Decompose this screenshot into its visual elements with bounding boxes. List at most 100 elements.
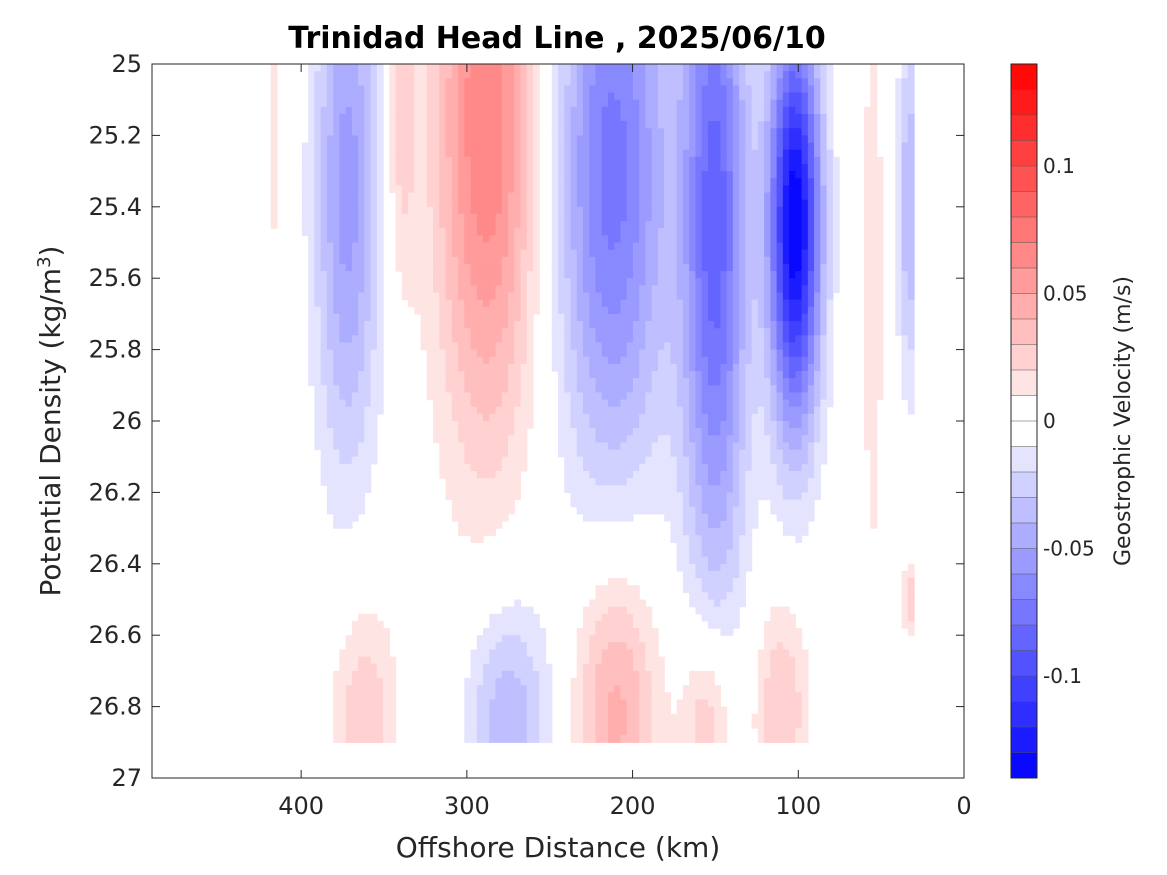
contour-cell	[358, 685, 365, 693]
contour-cell	[439, 71, 447, 79]
contour-cell	[639, 228, 647, 236]
contour-cell	[464, 706, 472, 715]
contour-cell	[445, 356, 453, 365]
contour-cell	[714, 71, 721, 79]
contour-cell	[689, 442, 697, 451]
contour-cell	[558, 349, 565, 358]
contour-cell	[270, 206, 278, 215]
contour-cell	[626, 663, 634, 672]
contour-cell	[351, 299, 359, 308]
contour-cell	[520, 313, 528, 322]
contour-cell	[639, 328, 647, 336]
contour-cell	[520, 392, 528, 401]
contour-cell	[495, 306, 503, 315]
contour-cell	[426, 392, 434, 401]
contour-cell	[645, 670, 653, 679]
contour-cell	[726, 349, 734, 358]
contour-cell	[351, 99, 359, 108]
contour-cell	[308, 149, 315, 158]
contour-cell	[639, 235, 647, 244]
contour-cell	[607, 699, 615, 708]
contour-cell	[351, 692, 359, 701]
contour-cell	[326, 128, 334, 136]
contour-cell	[689, 413, 697, 422]
contour-cell	[476, 306, 484, 315]
contour-cell	[395, 242, 403, 251]
contour-cell	[426, 149, 434, 158]
contour-cell	[520, 728, 528, 736]
contour-cell	[614, 235, 622, 244]
contour-cell	[376, 178, 384, 186]
contour-cell	[639, 499, 647, 508]
contour-cell	[433, 428, 440, 436]
contour-cell	[651, 371, 659, 379]
contour-cell	[345, 435, 353, 444]
contour-cell	[395, 128, 403, 136]
contour-cell	[732, 456, 740, 465]
contour-cell	[376, 235, 384, 244]
contour-cell	[745, 399, 753, 408]
contour-cell	[645, 678, 653, 686]
contour-cell	[339, 371, 347, 379]
contour-cell	[564, 306, 572, 315]
contour-cell	[433, 292, 440, 301]
contour-cell	[495, 92, 503, 101]
contour-cell	[626, 478, 634, 486]
contour-cell	[470, 520, 478, 529]
contour-cell	[376, 242, 384, 251]
contour-cell	[501, 213, 509, 222]
contour-cell	[682, 421, 690, 429]
contour-cell	[720, 235, 728, 244]
contour-cell	[451, 349, 459, 358]
contour-cell	[607, 385, 615, 394]
contour-cell	[358, 463, 365, 472]
contour-cell	[526, 728, 534, 736]
contour-cell	[726, 570, 734, 579]
contour-cell	[495, 64, 503, 72]
contour-cell	[345, 328, 353, 336]
contour-cell	[639, 156, 647, 165]
contour-cell	[501, 178, 509, 186]
contour-cell	[732, 64, 740, 72]
contour-cell	[701, 563, 709, 572]
contour-cell	[314, 285, 322, 294]
contour-cell	[445, 328, 453, 336]
contour-cell	[645, 485, 653, 493]
contour-cell	[320, 142, 328, 151]
contour-cell	[558, 99, 565, 108]
contour-cell	[664, 713, 672, 722]
contour-cell	[345, 106, 353, 115]
contour-cell	[676, 228, 684, 236]
contour-cell	[670, 413, 678, 422]
contour-cell	[270, 121, 278, 129]
contour-cell	[589, 735, 597, 743]
contour-cell	[589, 185, 597, 194]
contour-cell	[458, 428, 465, 436]
contour-cell	[620, 585, 628, 593]
contour-cell	[726, 378, 734, 386]
contour-cell	[458, 249, 465, 258]
contour-cell	[570, 242, 578, 251]
contour-cell	[582, 378, 590, 386]
contour-cell	[689, 278, 697, 286]
contour-cell	[726, 442, 734, 451]
contour-cell	[564, 121, 572, 129]
contour-cell	[745, 242, 753, 251]
contour-cell	[589, 171, 597, 179]
contour-cell	[320, 363, 328, 372]
contour-cell	[333, 128, 340, 136]
contour-cell	[320, 335, 328, 344]
contour-cell	[751, 149, 759, 158]
contour-cell	[520, 678, 528, 686]
contour-cell	[501, 356, 509, 365]
contour-cell	[270, 64, 278, 72]
contour-cell	[620, 399, 628, 408]
contour-cell	[489, 221, 497, 229]
contour-cell	[314, 292, 322, 301]
contour-cell	[726, 163, 734, 172]
contour-cell	[632, 185, 640, 194]
contour-cell	[364, 313, 372, 322]
contour-cell	[470, 449, 478, 458]
contour-cell	[476, 78, 484, 87]
contour-cell	[376, 199, 384, 208]
